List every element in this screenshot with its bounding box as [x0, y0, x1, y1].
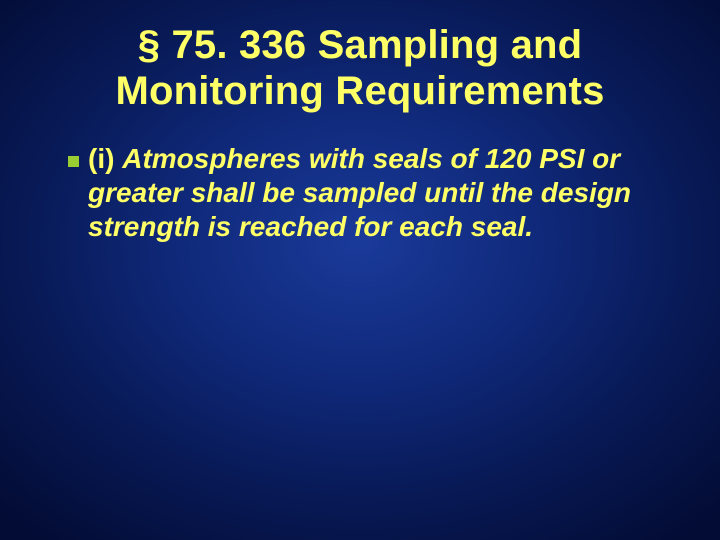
body-text: (i) Atmospheres with seals of 120 PSI or… — [88, 142, 660, 244]
slide: § 75. 336 Sampling and Monitoring Requir… — [0, 0, 720, 540]
slide-title: § 75. 336 Sampling and Monitoring Requir… — [60, 22, 660, 114]
body-marker: (i) — [88, 143, 122, 174]
body-block: (i) Atmospheres with seals of 120 PSI or… — [60, 142, 660, 244]
square-bullet-icon — [68, 156, 79, 167]
body-main-text: Atmospheres with seals of 120 PSI or gre… — [88, 143, 631, 242]
